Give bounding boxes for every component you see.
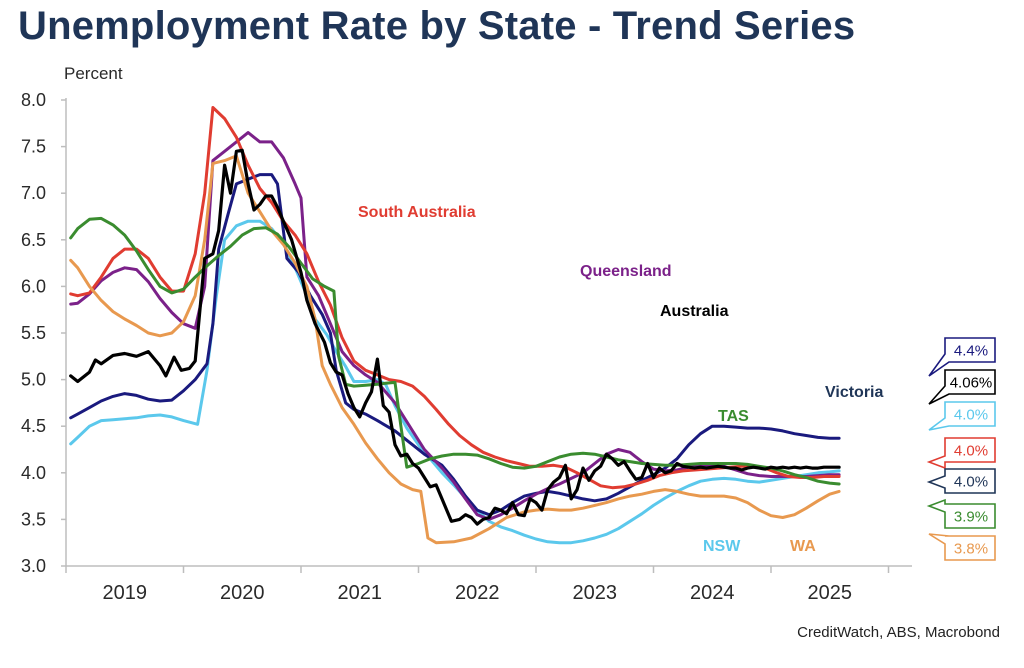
series-label-australia: Australia: [660, 303, 729, 320]
x-tick-label: 2024: [690, 582, 735, 604]
end-badge-box: [928, 533, 996, 561]
x-tick-label: 2022: [455, 582, 500, 604]
series-line-queensland: [69, 131, 841, 521]
x-tick-label: 2019: [103, 582, 148, 604]
x-axis-ticks: 2019 2020 2021 2022 2023 2024 2025: [65, 566, 890, 604]
y-tick-label: 7.5: [21, 137, 46, 157]
end-badge-box: [928, 369, 996, 405]
series-labels: South Australia Queensland Australia Victor…: [358, 204, 884, 555]
y-axis-unit-label: Percent: [64, 64, 123, 83]
x-tick-label: 2023: [573, 582, 618, 604]
series-label-tas: TAS: [718, 408, 749, 425]
y-tick-label: 7.0: [21, 183, 46, 203]
series-line-victoria: [69, 173, 841, 517]
end-badge-box: [926, 468, 996, 494]
end-badge-box: [928, 401, 996, 431]
series-label-wa: WA: [790, 538, 816, 555]
end-value-badges: 4.4% 4.06% 4.0% 4.0% 4.0% 3.9% 3.8%: [926, 337, 996, 561]
end-badge-value: 4.0%: [954, 443, 988, 460]
y-tick-label: 6.0: [21, 276, 46, 296]
end-badge-value: 3.9%: [954, 509, 988, 526]
end-badge-box: [926, 498, 996, 529]
source-note: CreditWatch, ABS, Macrobond: [797, 624, 1000, 641]
series-line-australia: [69, 148, 841, 526]
series-label-south-australia: South Australia: [358, 204, 476, 221]
end-badge-value: 4.4%: [954, 343, 988, 360]
series-line-wa: [69, 154, 841, 545]
end-badge-value: 4.06%: [950, 375, 993, 392]
end-badge-box: [926, 437, 996, 470]
series-label-nsw: NSW: [703, 538, 741, 555]
y-tick-label: 3.0: [21, 556, 46, 576]
end-badge-value: 4.0%: [954, 407, 988, 424]
x-tick-label: 2025: [808, 582, 853, 604]
series-line-south-australia: [69, 106, 841, 490]
y-tick-label: 3.5: [21, 509, 46, 529]
series-line-tas: [69, 216, 841, 486]
y-tick-label: 5.0: [21, 370, 46, 390]
series-label-victoria: Victoria: [825, 384, 884, 401]
y-tick-label: 4.0: [21, 463, 46, 483]
end-badge-value: 3.8%: [954, 541, 988, 558]
chart-title: Unemployment Rate by State - Trend Serie…: [18, 4, 856, 48]
x-tick-label: 2020: [220, 582, 265, 604]
axes: [65, 98, 912, 567]
y-tick-label: 5.5: [21, 323, 46, 343]
series-line-nsw: [69, 219, 841, 545]
y-tick-label: 6.5: [21, 230, 46, 250]
end-badge-box: [928, 337, 996, 377]
series-lines: [69, 106, 841, 545]
end-badge-value: 4.0%: [954, 474, 988, 491]
y-tick-label: 8.0: [21, 90, 46, 110]
x-tick-label: 2021: [338, 582, 383, 604]
series-label-queensland: Queensland: [580, 263, 672, 280]
y-tick-label: 4.5: [21, 416, 46, 436]
y-axis-ticks: 3.0 3.5 4.0 4.5 5.0 5.5 6.0 6.5 7.0 7.5 8.0: [21, 90, 66, 576]
